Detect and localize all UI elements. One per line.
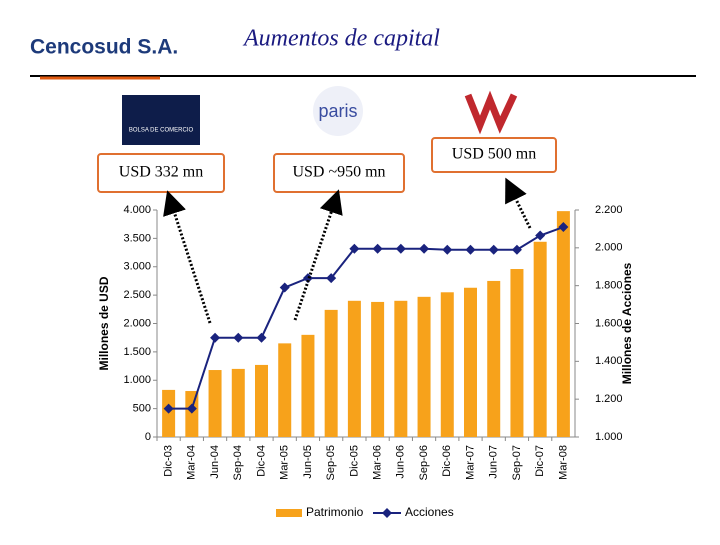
- y-tick-label: 3.500: [123, 232, 151, 244]
- y2-tick-label: 1.400: [595, 355, 623, 367]
- x-tick-label: Dic-07: [534, 445, 546, 477]
- x-tick-label: Dic-06: [441, 445, 453, 477]
- bar: [208, 370, 222, 437]
- marker: [326, 273, 337, 284]
- slide-title: Aumentos de capital: [242, 26, 440, 52]
- line: [168, 226, 564, 410]
- bar: [487, 280, 501, 437]
- annotation: USD 332 mn: [119, 164, 203, 181]
- arrow: [163, 190, 212, 324]
- x-tick-label: Jun-07: [488, 445, 500, 479]
- marker: [535, 230, 546, 241]
- x-tick-label: Jun-05: [302, 445, 314, 479]
- x-tick-label: Dic-05: [348, 445, 360, 477]
- annotation-box: [431, 137, 557, 173]
- bar: [394, 300, 408, 437]
- y2-tick-label: 1.800: [595, 280, 623, 292]
- marker: [465, 244, 476, 255]
- legend-label: Patrimonio: [306, 505, 364, 519]
- x-tick-label: Sep-07: [511, 445, 523, 480]
- marker: [558, 222, 569, 233]
- logo-text: paris: [318, 101, 357, 121]
- marker: [302, 273, 313, 284]
- x-tick-label: Sep-05: [325, 445, 337, 480]
- logo: Cencosud S.A.: [30, 36, 178, 59]
- bar: [533, 241, 547, 437]
- marker: [233, 332, 244, 343]
- x-tick-label: Sep-06: [418, 445, 430, 480]
- bar: [510, 269, 524, 437]
- y2-tick-label: 1.600: [595, 317, 623, 329]
- marker: [511, 244, 522, 255]
- arrow: [505, 177, 532, 229]
- x-tick-label: Dic-03: [163, 445, 175, 477]
- marker: [186, 403, 197, 414]
- x-tick-label: Mar-08: [557, 445, 569, 480]
- legend-swatch: [276, 509, 302, 517]
- logo-text: BOLSA DE COMERCIO: [129, 128, 194, 134]
- bar: [278, 343, 292, 437]
- y2-tick-label: 1.000: [595, 431, 623, 443]
- logo-circle: [313, 86, 363, 136]
- x-tick-label: Jun-06: [395, 445, 407, 479]
- marker: [442, 244, 453, 255]
- bar: [440, 292, 454, 437]
- bar: [324, 309, 338, 437]
- marker: [349, 243, 360, 254]
- bar: [371, 301, 385, 437]
- legend-swatch: [382, 508, 392, 518]
- marker: [163, 403, 174, 414]
- y2-axis-label: Millones de Acciones: [620, 262, 634, 384]
- logo-mark: [464, 90, 518, 135]
- chart: 0 500 1.000 1.500 2.000 2.500 3.000 3.500 4.000 1…: [97, 204, 634, 519]
- marker: [395, 243, 406, 254]
- bar: [347, 300, 361, 437]
- x-tick-label: Mar-06: [372, 445, 384, 480]
- y2-tick-label: 2.000: [595, 242, 623, 254]
- y-axis-label: Millones de USD: [97, 276, 111, 370]
- bar: [556, 211, 570, 437]
- bar: [231, 368, 245, 437]
- x-tick-label: Mar-04: [186, 445, 198, 480]
- marker: [419, 243, 430, 254]
- annotation: USD ~950 mn: [292, 164, 385, 181]
- x-tick-label: Mar-05: [279, 445, 291, 480]
- bar: [185, 391, 199, 437]
- y-tick-label: 2.000: [123, 317, 151, 329]
- y-tick-label: 1.500: [123, 346, 151, 358]
- y-tick-label: 500: [133, 403, 151, 415]
- x-tick-label: Sep-04: [232, 445, 244, 480]
- y-tick-label: 2.500: [123, 289, 151, 301]
- bar: [301, 334, 315, 437]
- bar: [464, 287, 477, 437]
- annotation: USD 500 mn: [452, 146, 536, 163]
- marker: [256, 332, 267, 343]
- marker: [210, 332, 221, 343]
- bar: [255, 364, 268, 437]
- y2-tick-label: 1.200: [595, 393, 623, 405]
- y-tick-label: 4.000: [123, 204, 151, 216]
- x-tick-label: Dic-04: [255, 445, 267, 477]
- annotation-box: [97, 153, 225, 193]
- marker: [488, 244, 499, 255]
- marker: [279, 282, 290, 293]
- x-tick-label: Jun-04: [209, 445, 221, 479]
- logo-box: [122, 95, 200, 145]
- bar: [417, 296, 431, 437]
- marker: [372, 243, 383, 254]
- y-tick-label: 0: [145, 431, 151, 443]
- x-tick-label: Mar-07: [464, 445, 476, 480]
- y-tick-label: 1.000: [123, 374, 151, 386]
- y-tick-label: 3.000: [123, 261, 151, 273]
- legend-label: Acciones: [405, 505, 454, 519]
- y2-tick-label: 2.200: [595, 204, 623, 216]
- arrow: [293, 189, 343, 321]
